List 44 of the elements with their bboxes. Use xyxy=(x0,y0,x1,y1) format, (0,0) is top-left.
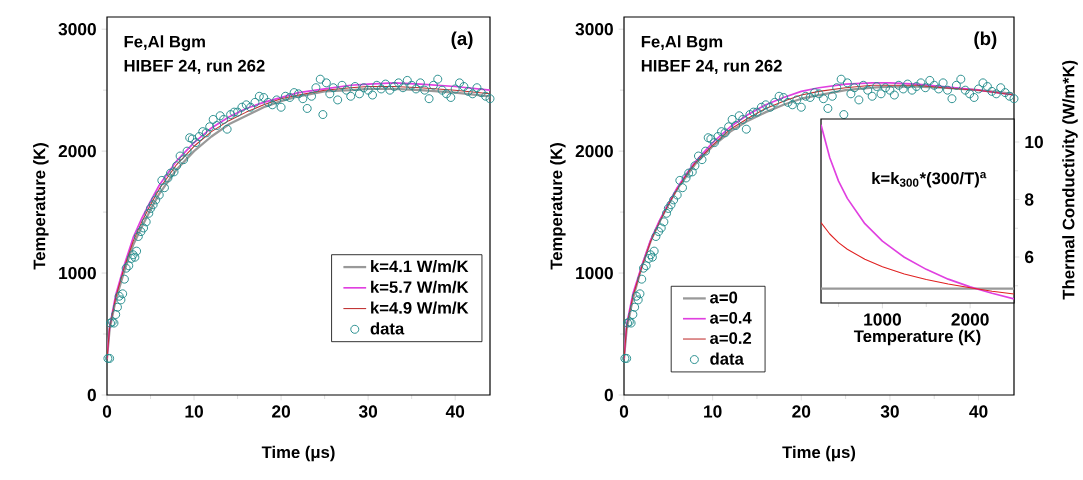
x-tick-label: 20 xyxy=(272,405,291,418)
x-tick-label: 10 xyxy=(185,405,203,418)
legend-label: a=0.2 xyxy=(710,332,752,345)
legend-label: a=0 xyxy=(710,291,738,304)
y2-tick-label: 8 xyxy=(1024,193,1034,206)
x-tick-label: 0 xyxy=(102,405,112,418)
x-tick-label: 20 xyxy=(792,405,811,418)
x-axis-title: Time (μs) xyxy=(261,445,335,462)
x-tick-label: 40 xyxy=(445,405,465,418)
annotation: Fe,Al Bgm xyxy=(124,35,205,51)
legend-label: a=0.4 xyxy=(710,311,752,324)
text: (a) xyxy=(451,31,473,49)
legend-label: k=5.7 W/m/K xyxy=(371,280,469,294)
legend-label: data xyxy=(710,352,744,365)
x-tick-label: 30 xyxy=(880,405,899,418)
x-tick-label: 40 xyxy=(969,405,988,418)
y-tick-label: 1000 xyxy=(59,266,96,280)
x-axis-title: Temperature (K) xyxy=(853,329,981,346)
legend-label: k=4.9 W/m/K xyxy=(371,301,469,314)
y2-axis-title: Thermal Conductivity (W/m*K) xyxy=(1062,60,1078,300)
y-tick-label: 0 xyxy=(604,388,613,402)
annotation: HIBEF 24, run 262 xyxy=(124,59,265,75)
y2-tick-label: 10 xyxy=(1025,135,1043,149)
y-tick-label: 3000 xyxy=(575,23,613,36)
x-tick-label: 10 xyxy=(704,405,722,418)
legend-label: data xyxy=(370,322,405,335)
y-tick-label: 2000 xyxy=(575,144,613,158)
y-axis-title: Temperature (K) xyxy=(33,143,49,270)
y-tick-label: 1000 xyxy=(576,266,613,280)
legend-label: k=4.1 W/m/K xyxy=(371,260,469,273)
line-series xyxy=(821,221,1014,295)
text: (b) xyxy=(974,31,997,49)
annotation: Fe,Al Bgm xyxy=(641,35,723,51)
y-tick-label: 3000 xyxy=(58,23,96,36)
y2-tick-label: 6 xyxy=(1025,250,1034,264)
annotation: HIBEF 24, run 262 xyxy=(641,59,782,75)
x-axis-title: Time (μs) xyxy=(782,445,856,462)
annotation: k=k$_{300}$*(300/T)$^{a}$ xyxy=(872,171,987,188)
x-tick-label: 0 xyxy=(619,405,629,418)
y-axis-title: Temperature (K) xyxy=(550,143,566,270)
y-tick-label: 2000 xyxy=(58,144,96,158)
y-tick-label: 0 xyxy=(87,388,96,402)
x-tick-label: 30 xyxy=(358,405,378,418)
line-series xyxy=(821,123,1014,300)
